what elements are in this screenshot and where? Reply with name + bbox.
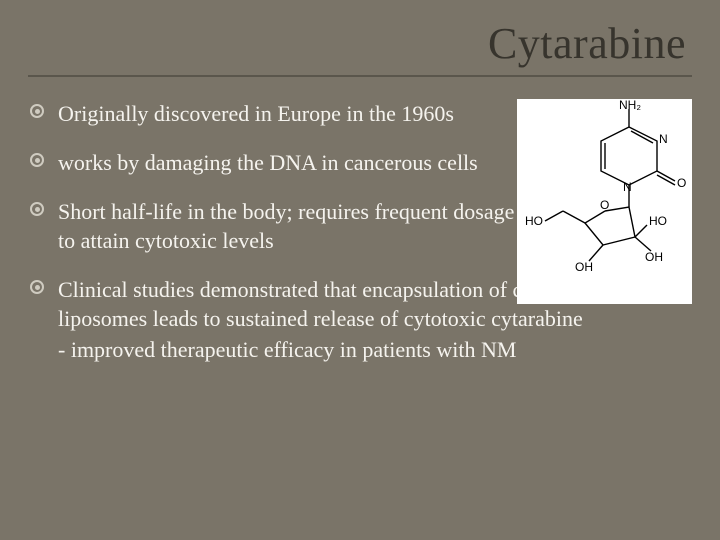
bullet-text: works by damaging the DNA in cancerous c… [58,148,518,177]
bullet-icon [30,153,44,167]
label-nh2: NH₂ [619,99,641,112]
molecule-lines [545,109,675,261]
slide: Cytarabine Originally discovered in Euro… [0,0,720,540]
molecule-structure: NH₂ N N O O HO HO OH OH [517,99,692,304]
bullet-icon [30,280,44,294]
label-o: O [677,176,686,190]
label-o-ring: O [600,198,609,212]
bullet-text: Originally discovered in Europe in the 1… [58,99,518,128]
bullet-text: Short half-life in the body; requires fr… [58,197,518,255]
bullet-icon [30,202,44,216]
bullet-icon [30,104,44,118]
label-n: N [623,180,632,194]
label-oh: OH [575,260,593,274]
content-area: Originally discovered in Europe in the 1… [28,99,692,364]
molecule-svg: NH₂ N N O O HO HO OH OH [517,99,692,304]
bullet-subline: - improved therapeutic efficacy in patie… [58,335,692,364]
label-ho: HO [525,214,543,228]
molecule-labels: NH₂ N N O O HO HO OH OH [525,99,686,274]
label-ho: HO [649,214,667,228]
label-oh: OH [645,250,663,264]
title-underline [28,75,692,77]
label-n: N [659,132,668,146]
slide-title: Cytarabine [28,18,692,69]
